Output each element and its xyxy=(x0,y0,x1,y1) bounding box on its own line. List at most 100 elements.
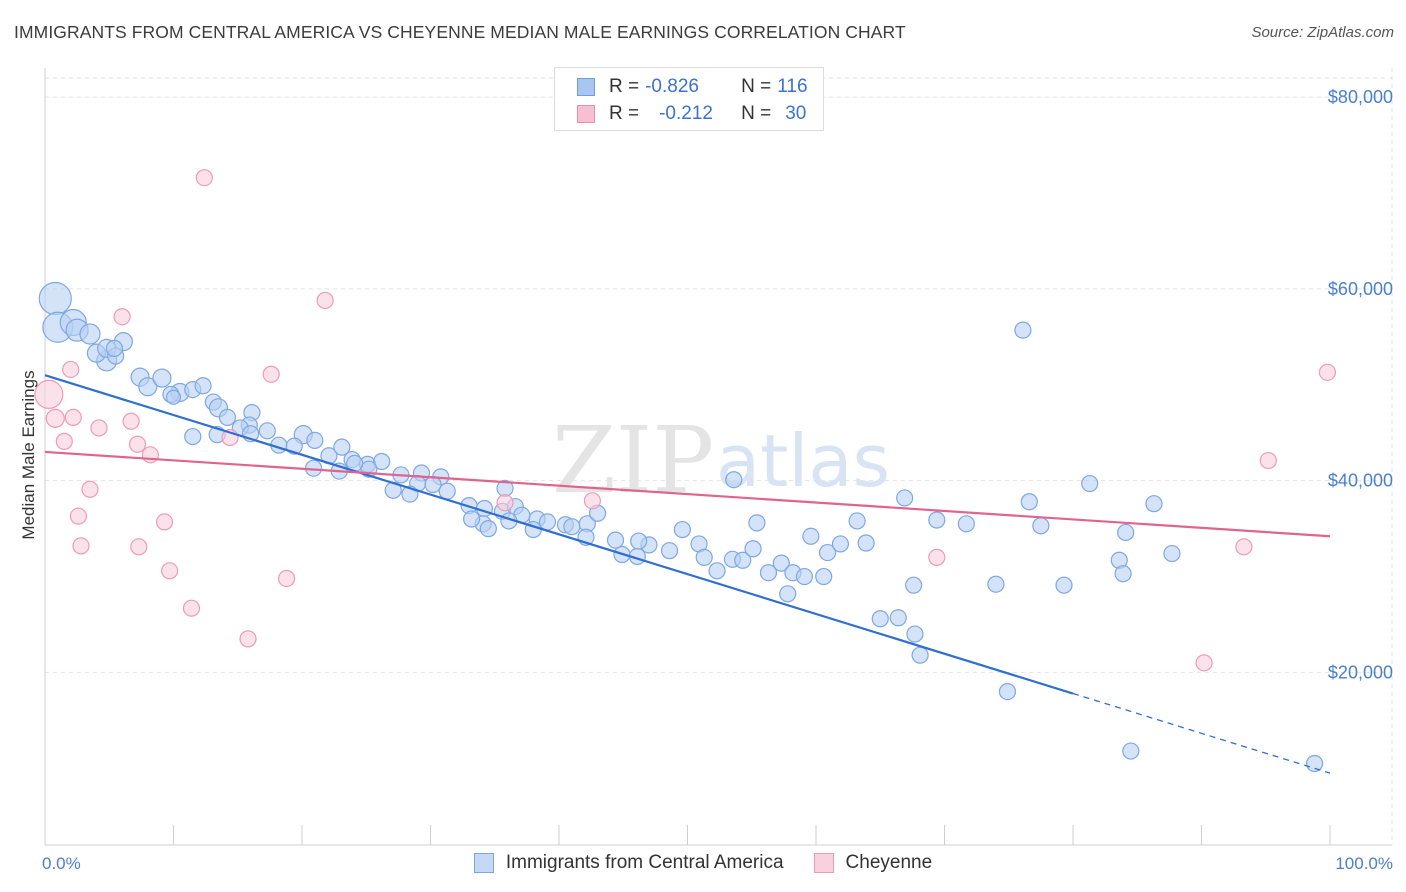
trend-line-cheyenne xyxy=(44,450,1331,538)
point-cheyenne xyxy=(155,513,174,531)
y-tick-label: $60,000 xyxy=(1328,279,1393,299)
point-central-america xyxy=(848,512,866,530)
legend-swatch-pink xyxy=(813,853,834,873)
n-value: 116 xyxy=(777,76,808,97)
point-central-america xyxy=(373,452,391,471)
point-cheyenne xyxy=(316,291,334,310)
y-tick-labels: $20,000 $40,000 $60,000 $80,000 xyxy=(1328,87,1393,682)
r-label: R = xyxy=(609,103,640,124)
r-value: -0.212 xyxy=(659,103,713,124)
point-central-america xyxy=(772,554,790,572)
point-central-america xyxy=(831,535,850,553)
stats-legend: R = -0.826 N = 116 R = -0.212 N = 30 xyxy=(554,67,824,131)
point-central-america xyxy=(165,389,182,405)
point-central-america xyxy=(79,323,101,345)
point-central-america xyxy=(138,377,158,397)
x-tick-labels: 0.0% 100.0% xyxy=(42,854,1393,873)
point-central-america xyxy=(957,515,975,533)
point-central-america xyxy=(928,511,946,529)
point-central-america xyxy=(857,534,875,552)
point-central-america xyxy=(194,377,212,395)
legend-item-cheyenne: Cheyenne xyxy=(813,852,933,874)
point-central-america xyxy=(802,527,820,545)
point-central-america xyxy=(889,609,907,627)
point-central-america xyxy=(463,510,481,528)
point-cheyenne xyxy=(141,446,159,464)
point-central-america xyxy=(744,540,762,558)
point-cheyenne xyxy=(1195,654,1213,672)
chart-title: IMMIGRANTS FROM CENTRAL AMERICA VS CHEYE… xyxy=(14,22,906,42)
legend-swatch-blue xyxy=(473,853,494,873)
point-central-america xyxy=(998,682,1017,701)
point-central-america xyxy=(695,548,713,566)
grid-lines xyxy=(45,68,1393,845)
point-central-america xyxy=(152,368,172,388)
series-legend: Immigrants from Central America Cheyenne xyxy=(0,852,1406,874)
point-central-america xyxy=(987,575,1005,593)
point-central-america xyxy=(1122,742,1140,760)
point-cheyenne xyxy=(34,379,64,409)
n-label: N = xyxy=(741,76,772,97)
point-cheyenne xyxy=(113,308,131,326)
point-cheyenne xyxy=(45,408,65,428)
trend-line-central-america-extension xyxy=(1072,692,1331,774)
point-central-america xyxy=(725,471,743,489)
legend-swatch-blue xyxy=(577,78,595,96)
point-central-america xyxy=(708,562,726,580)
point-central-america xyxy=(218,408,237,426)
point-central-america xyxy=(306,431,324,450)
n-label: N = xyxy=(741,103,772,124)
point-central-america xyxy=(1032,517,1050,535)
point-cheyenne xyxy=(182,599,201,617)
legend-label: Cheyenne xyxy=(845,852,933,873)
y-tick-label: $40,000 xyxy=(1328,471,1393,491)
point-cheyenne xyxy=(195,169,213,187)
point-central-america xyxy=(1081,474,1099,493)
point-central-america xyxy=(333,438,351,456)
point-central-america xyxy=(795,567,814,586)
point-cheyenne xyxy=(81,480,99,498)
point-central-america xyxy=(630,532,648,550)
point-cheyenne xyxy=(239,630,257,648)
point-central-america xyxy=(871,610,889,628)
point-central-america xyxy=(563,518,581,536)
point-central-america xyxy=(911,646,929,664)
point-central-america xyxy=(1163,544,1181,563)
point-central-america xyxy=(779,585,797,603)
point-central-america xyxy=(759,564,778,582)
legend-label: Immigrants from Central America xyxy=(505,852,784,873)
point-central-america xyxy=(1014,321,1032,339)
point-central-america xyxy=(606,531,625,549)
stats-legend-row-central-america: R = -0.826 N = 116 xyxy=(577,74,808,100)
point-cheyenne xyxy=(1235,538,1253,556)
point-central-america xyxy=(1117,523,1135,542)
y-axis-label: Median Male Earnings xyxy=(19,370,38,539)
trend-lines xyxy=(44,374,1331,774)
point-central-america xyxy=(424,475,442,494)
stats-legend-row-cheyenne: R = -0.212 N = 30 xyxy=(577,101,806,127)
point-cheyenne xyxy=(262,365,280,383)
point-central-america xyxy=(673,520,691,539)
point-cheyenne xyxy=(72,537,90,555)
point-central-america xyxy=(905,576,923,594)
y-tick-label: $80,000 xyxy=(1328,87,1393,107)
point-cheyenne xyxy=(1318,363,1337,381)
r-value: -0.826 xyxy=(645,76,699,97)
point-central-america xyxy=(438,482,456,500)
point-central-america xyxy=(538,513,557,531)
point-cheyenne xyxy=(161,562,179,580)
point-cheyenne xyxy=(90,419,108,437)
legend-swatch-pink xyxy=(577,105,595,123)
point-central-america xyxy=(38,281,72,316)
point-central-america xyxy=(815,567,833,586)
point-cheyenne xyxy=(928,548,946,566)
point-cheyenne xyxy=(128,435,147,453)
point-central-america xyxy=(1020,493,1038,511)
point-cheyenne xyxy=(64,408,82,426)
x-tick-label: 0.0% xyxy=(42,854,81,873)
point-cheyenne xyxy=(62,360,80,379)
point-cheyenne xyxy=(55,432,73,450)
point-central-america xyxy=(906,625,924,643)
point-central-america xyxy=(734,551,752,569)
